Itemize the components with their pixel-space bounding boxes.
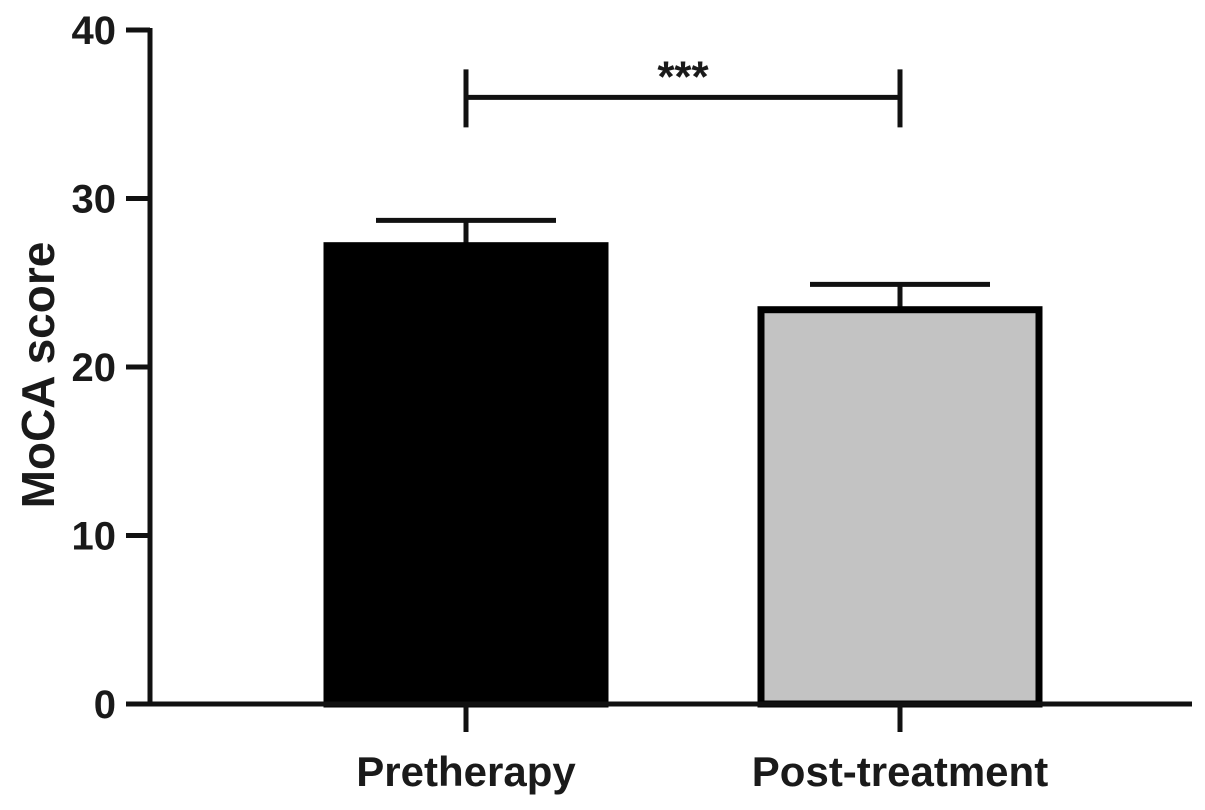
bar-post-treatment bbox=[757, 306, 1043, 708]
y-tick-label-30: 30 bbox=[72, 178, 117, 222]
x-tick-label-pretherapy: Pretherapy bbox=[356, 748, 576, 795]
y-axis-title: MoCA score bbox=[12, 242, 64, 509]
bar-pretherapy bbox=[323, 242, 609, 708]
y-tick-label-0: 0 bbox=[94, 683, 116, 727]
y-tick-label-20: 20 bbox=[72, 346, 117, 390]
y-tick-label-10: 10 bbox=[72, 515, 117, 559]
significance-label: *** bbox=[657, 52, 709, 101]
x-tick-label-post-treatment: Post-treatment bbox=[752, 748, 1048, 795]
y-tick-label-40: 40 bbox=[72, 9, 117, 53]
chart-marks: 0 10 20 30 40 Pretherapy Post-treatment *** bbox=[72, 9, 1192, 795]
